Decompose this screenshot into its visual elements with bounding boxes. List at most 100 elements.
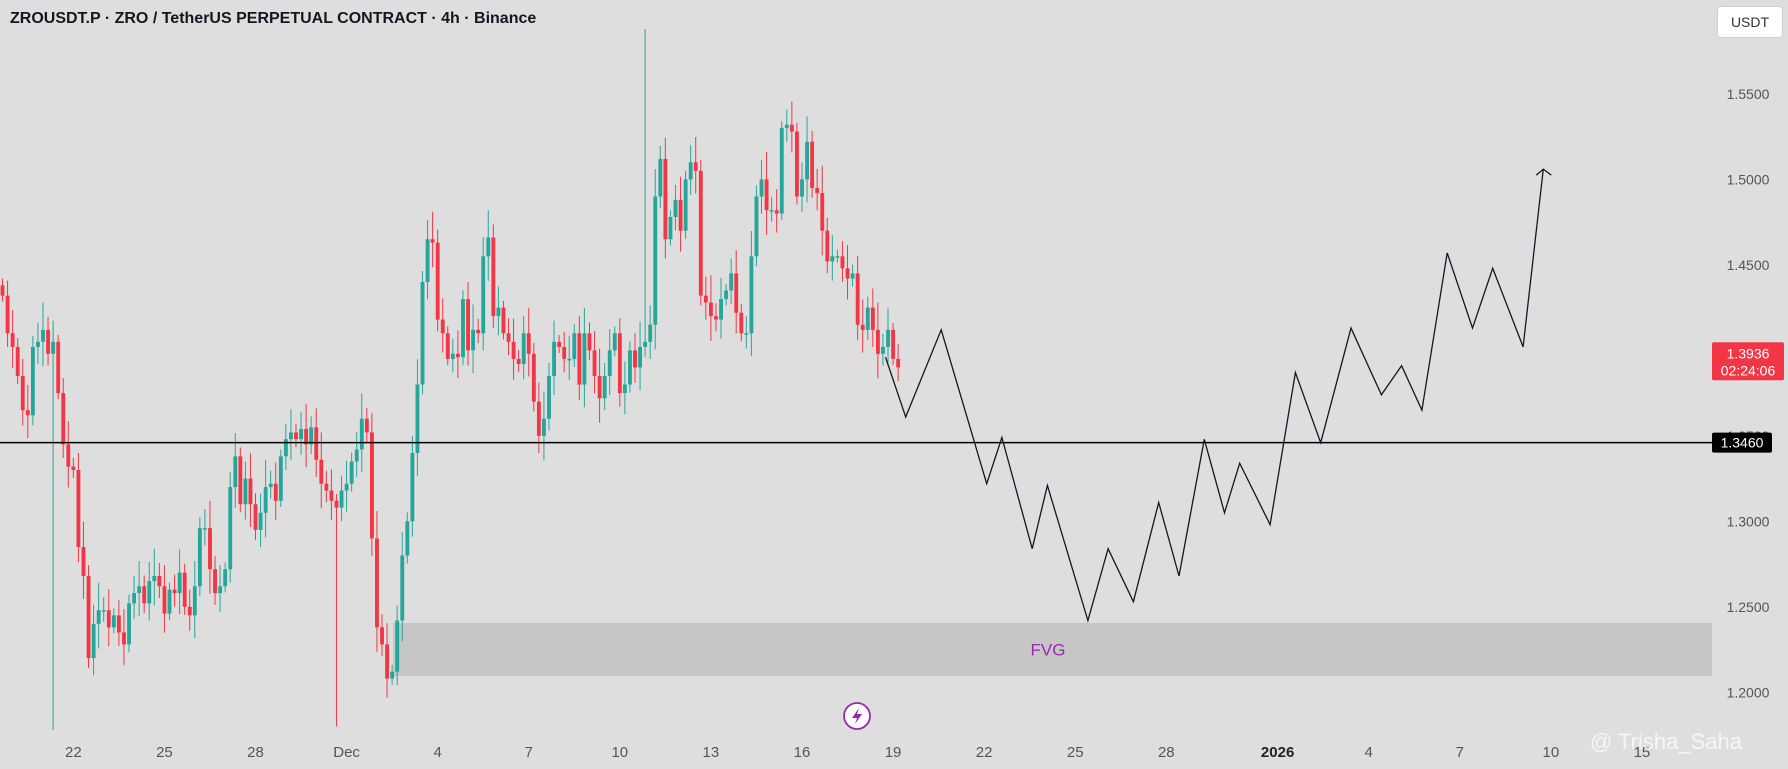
candle-body[interactable] <box>314 427 319 460</box>
candle-body[interactable] <box>111 615 116 628</box>
candle-body[interactable] <box>263 487 268 513</box>
candle-body[interactable] <box>258 512 263 530</box>
candle-body[interactable] <box>304 428 309 445</box>
candle-body[interactable] <box>547 376 551 419</box>
candle-body[interactable] <box>385 644 390 679</box>
candle-body[interactable] <box>192 586 197 616</box>
projection-path[interactable] <box>884 169 1544 623</box>
candle-body[interactable] <box>420 281 425 385</box>
candle-body[interactable] <box>870 307 875 330</box>
candle-body[interactable] <box>273 483 278 501</box>
candle-body[interactable] <box>607 350 612 376</box>
candle-body[interactable] <box>132 593 137 604</box>
candle-body[interactable] <box>395 620 400 672</box>
candle-body[interactable] <box>759 179 764 197</box>
candle-body[interactable] <box>5 295 10 334</box>
candle-body[interactable] <box>471 329 476 351</box>
candle-body[interactable] <box>334 500 339 508</box>
candle-body[interactable] <box>344 483 349 491</box>
candle-body[interactable] <box>764 179 769 211</box>
candle-body[interactable] <box>51 341 56 354</box>
candle-body[interactable] <box>349 461 354 484</box>
candle-body[interactable] <box>430 239 435 243</box>
candle-body[interactable] <box>840 256 845 269</box>
candle-body[interactable] <box>233 456 238 488</box>
x-axis[interactable]: 19222528Dec47101316192225282026471015 <box>0 744 1650 761</box>
candle-body[interactable] <box>25 410 30 416</box>
candle-body[interactable] <box>278 456 283 501</box>
candle-body[interactable] <box>208 528 212 570</box>
candle-body[interactable] <box>440 319 445 334</box>
candle-body[interactable] <box>223 569 228 587</box>
candle-body[interactable] <box>734 273 739 313</box>
candle-body[interactable] <box>572 333 577 359</box>
candle-body[interactable] <box>380 627 384 645</box>
candle-body[interactable] <box>147 581 152 604</box>
candle-body[interactable] <box>400 555 405 621</box>
candle-body[interactable] <box>749 256 754 334</box>
candle-body[interactable] <box>359 418 364 450</box>
candle-body[interactable] <box>820 193 825 231</box>
candle-body[interactable] <box>628 350 632 385</box>
candle-body[interactable] <box>643 341 648 347</box>
candle-body[interactable] <box>896 358 901 368</box>
candle-body[interactable] <box>526 333 531 354</box>
candle-body[interactable] <box>415 384 420 453</box>
candle-body[interactable] <box>521 333 526 365</box>
candle-body[interactable] <box>688 162 693 180</box>
candle-body[interactable] <box>106 610 111 628</box>
candle-body[interactable] <box>648 324 653 342</box>
candle-body[interactable] <box>886 329 890 347</box>
candle-body[interactable] <box>86 576 91 659</box>
candle-body[interactable] <box>582 333 587 385</box>
candle-body[interactable] <box>542 418 546 436</box>
candle-body[interactable] <box>0 285 5 296</box>
candle-body[interactable] <box>61 393 66 445</box>
candle-body[interactable] <box>622 384 627 394</box>
candle-body[interactable] <box>506 333 511 342</box>
candle-body[interactable] <box>71 466 76 471</box>
candle-body[interactable] <box>162 586 167 614</box>
candle-body[interactable] <box>881 346 885 354</box>
candle-body[interactable] <box>855 273 860 325</box>
candle-body[interactable] <box>425 239 430 282</box>
candle-body[interactable] <box>248 478 253 505</box>
candle-body[interactable] <box>835 256 840 258</box>
candle-body[interactable] <box>101 610 106 612</box>
candle-body[interactable] <box>122 632 126 645</box>
candle-body[interactable] <box>354 449 359 462</box>
candle-body[interactable] <box>800 179 804 197</box>
candle-body[interactable] <box>602 376 607 399</box>
candle-body[interactable] <box>283 439 288 457</box>
candle-body[interactable] <box>552 341 556 376</box>
candle-body[interactable] <box>845 268 850 279</box>
candle-body[interactable] <box>739 312 744 334</box>
candle-body[interactable] <box>410 452 415 522</box>
candle-body[interactable] <box>213 569 217 594</box>
candle-body[interactable] <box>678 199 683 231</box>
candle-body[interactable] <box>142 586 147 604</box>
candle-body[interactable] <box>203 528 207 530</box>
candle-body[interactable] <box>633 350 637 368</box>
candle-body[interactable] <box>830 256 835 262</box>
candle-body[interactable] <box>724 290 729 300</box>
candle-body[interactable] <box>30 346 35 416</box>
candle-body[interactable] <box>172 589 177 594</box>
candle-body[interactable] <box>536 401 541 436</box>
candle-body[interactable] <box>76 470 81 547</box>
candle-body[interactable] <box>703 295 708 303</box>
candle-body[interactable] <box>369 432 374 539</box>
candle-body[interactable] <box>891 329 896 359</box>
candle-body[interactable] <box>714 316 718 320</box>
candle-body[interactable] <box>218 586 223 594</box>
candle-body[interactable] <box>309 427 314 445</box>
candle-body[interactable] <box>445 333 450 359</box>
candle-body[interactable] <box>81 546 86 577</box>
candle-body[interactable] <box>860 324 865 330</box>
candle-body[interactable] <box>56 341 61 394</box>
candle-body[interactable] <box>795 131 799 197</box>
candle-body[interactable] <box>182 572 187 607</box>
candle-body[interactable] <box>152 576 157 582</box>
candle-body[interactable] <box>577 333 582 385</box>
